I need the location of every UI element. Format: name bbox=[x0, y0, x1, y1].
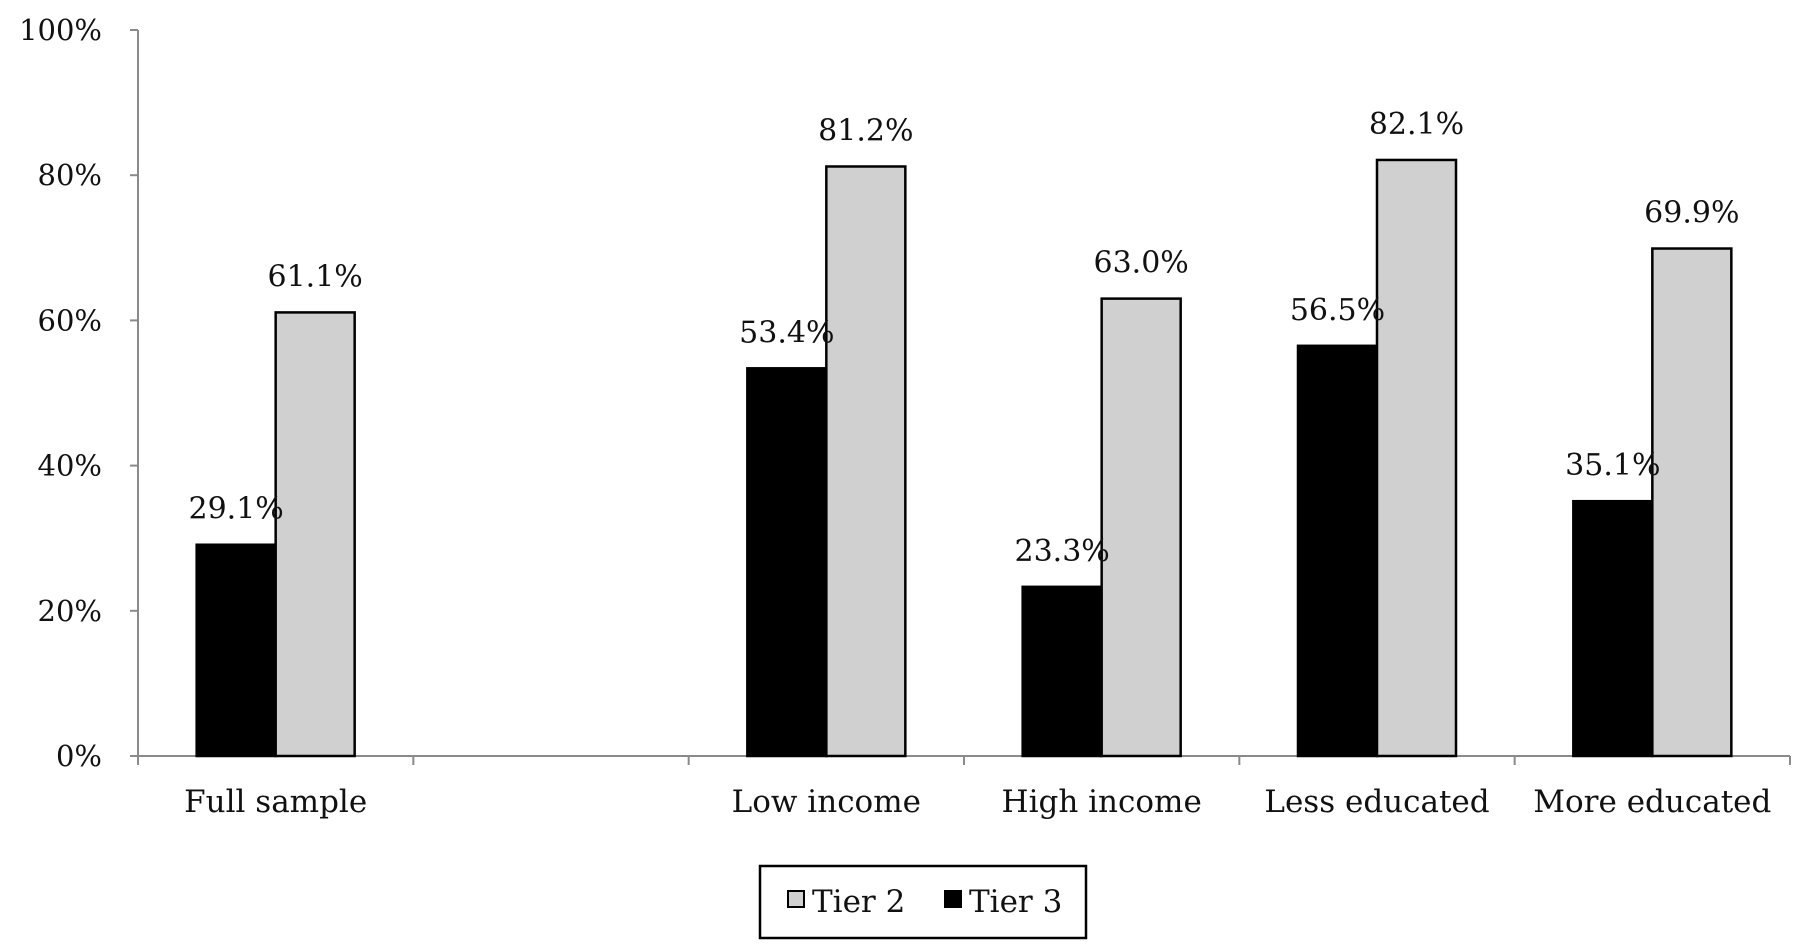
data-label: 23.3% bbox=[1015, 534, 1110, 569]
data-label: 82.1% bbox=[1369, 107, 1464, 142]
legend-label: Tier 3 bbox=[969, 884, 1062, 920]
x-category-label: High income bbox=[1002, 784, 1202, 820]
bar-tier3 bbox=[195, 543, 277, 758]
x-category-label: More educated bbox=[1533, 784, 1771, 820]
bar-tier2 bbox=[274, 311, 356, 758]
bar-tier2 bbox=[825, 165, 907, 758]
bar-tier2 bbox=[1375, 158, 1458, 758]
legend-swatch bbox=[944, 890, 962, 908]
y-tick-label: 20% bbox=[38, 594, 102, 628]
bars bbox=[195, 158, 1733, 758]
data-label: 69.9% bbox=[1644, 196, 1739, 231]
bar-tier2 bbox=[1651, 247, 1733, 758]
data-label: 56.5% bbox=[1290, 293, 1385, 328]
y-tick-label: 40% bbox=[38, 449, 102, 483]
bar-tier3 bbox=[746, 367, 828, 758]
y-tick-label: 80% bbox=[38, 158, 102, 192]
data-label: 29.1% bbox=[189, 492, 284, 527]
y-tick-label: 60% bbox=[38, 303, 102, 337]
legend-label: Tier 2 bbox=[812, 884, 905, 920]
bar-tier3 bbox=[1021, 585, 1103, 758]
x-category-label: Full sample bbox=[184, 784, 367, 820]
data-label: 63.0% bbox=[1094, 246, 1189, 281]
data-label: 61.1% bbox=[268, 259, 363, 294]
y-tick-label: 100% bbox=[19, 13, 102, 47]
legend: Tier 2 Tier 3 bbox=[758, 864, 1088, 940]
x-category-label: Less educated bbox=[1264, 784, 1489, 820]
data-label: 35.1% bbox=[1565, 448, 1660, 483]
axes: 0% 20% 40% 60% 80% 100% Full sample Low income H… bbox=[19, 13, 1791, 820]
legend-swatch bbox=[787, 890, 805, 908]
data-label: 81.2% bbox=[818, 113, 913, 148]
data-label: 53.4% bbox=[739, 315, 834, 350]
legend-box bbox=[758, 864, 1088, 940]
x-category-label: Low income bbox=[732, 784, 921, 820]
data-labels: 29.1% 61.1% 53.4% 81.2% 23.3% 63.0% 56.5% 82.1%… bbox=[189, 107, 1740, 569]
bar-tier3 bbox=[1296, 344, 1379, 758]
bar-tier2 bbox=[1100, 297, 1182, 758]
bar-tier3 bbox=[1572, 499, 1654, 758]
y-tick-label: 0% bbox=[56, 739, 102, 773]
